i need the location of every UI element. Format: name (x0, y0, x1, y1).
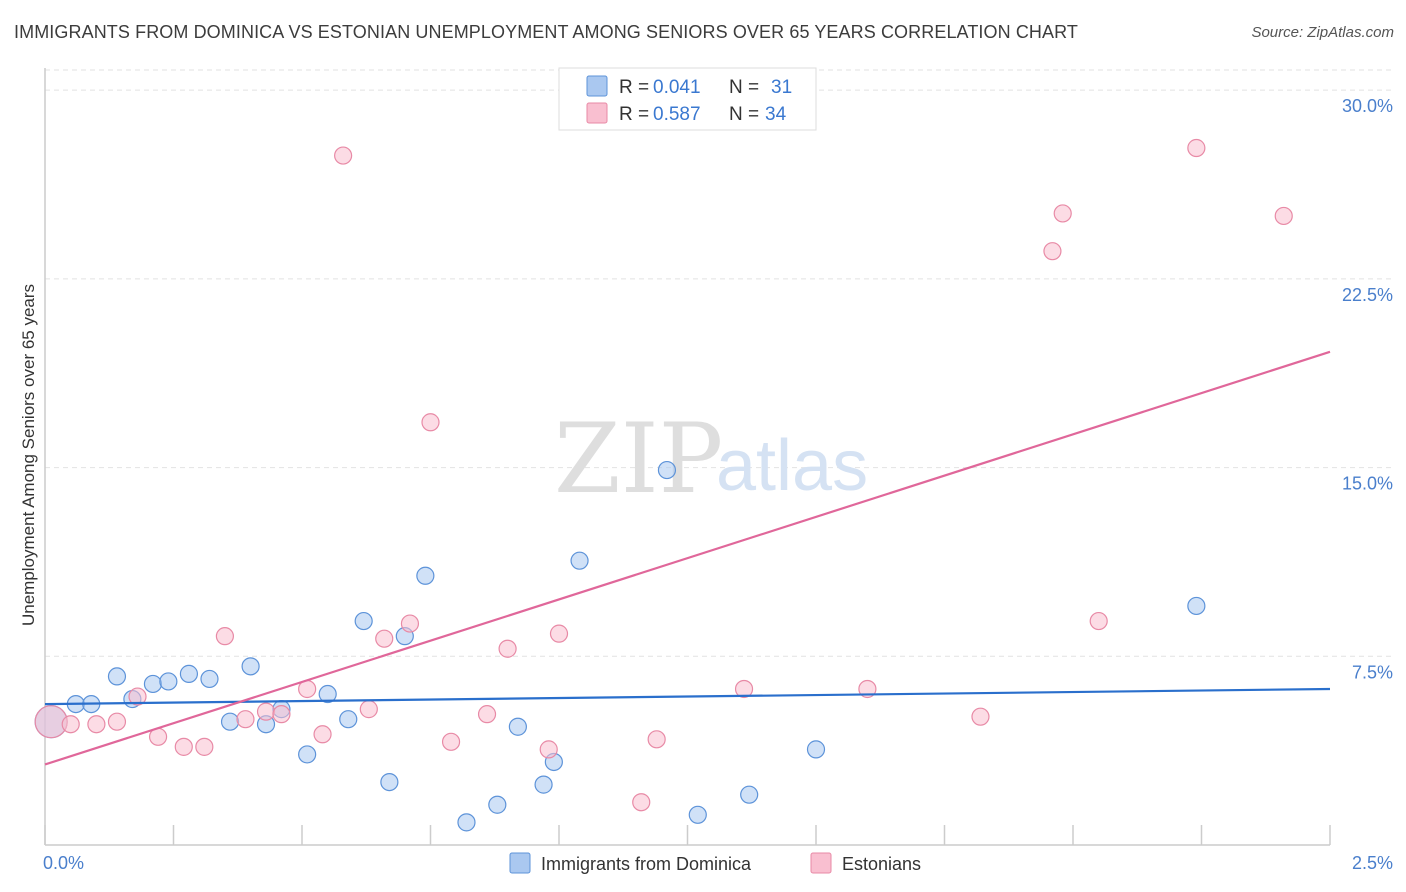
y-tick-label-2: 22.5% (1342, 285, 1393, 305)
watermark: ZIP atlas (554, 403, 868, 515)
y-tick-label-1: 15.0% (1342, 474, 1393, 494)
point-estonians-9 (236, 710, 255, 729)
point-estonians-28 (971, 707, 990, 726)
point-estonians-16 (375, 629, 394, 648)
point-estonians-3 (107, 712, 127, 731)
point-estonians-11 (272, 705, 291, 724)
legend-n-label-estonians: N = (729, 104, 759, 125)
point-dominica-9 (220, 712, 240, 731)
legend-r-label-dominica: R = (619, 77, 649, 98)
point-dominica-25 (570, 551, 589, 570)
point-estonians-20 (477, 705, 497, 724)
point-estonians-30 (1053, 204, 1072, 223)
point-dominica-20 (457, 813, 476, 832)
point-estonians-25 (647, 730, 666, 749)
point-estonians-8 (215, 627, 234, 646)
point-estonians-27 (858, 679, 877, 699)
point-dominica-30 (1187, 596, 1206, 616)
point-estonians-7 (195, 737, 214, 756)
point-estonians-17 (400, 614, 420, 633)
x-tick-label-1: 2.5% (1352, 853, 1393, 873)
legend-r-value-dominica: 0.041 (653, 77, 701, 98)
point-estonians-1 (61, 715, 80, 734)
legend-swatch-dominica (586, 75, 608, 97)
legend-n-label-dominica: N = (729, 77, 759, 98)
correlation-legend: R = 0.041 N = 31 R = 0.587 N = 34 (558, 67, 817, 131)
point-dominica-28 (740, 785, 759, 804)
point-estonians-21 (498, 639, 517, 658)
trend-lines (44, 350, 1331, 766)
point-estonians-22 (539, 740, 558, 759)
legend-n-value-estonians: 34 (765, 104, 787, 125)
legend-swatch-estonians (586, 102, 608, 124)
bottom-legend-swatch-dominica (509, 852, 531, 874)
point-dominica-10 (241, 657, 260, 676)
watermark-atlas: atlas (716, 426, 868, 506)
point-dominica-8 (200, 669, 219, 689)
point-estonians-19 (441, 732, 461, 751)
trend-line-estonians (44, 350, 1331, 766)
point-estonians-10 (256, 702, 276, 721)
point-dominica-27 (688, 805, 707, 824)
point-dominica-15 (339, 710, 358, 729)
y-tick-label-0: 7.5% (1352, 662, 1393, 682)
bottom-legend-label-dominica: Immigrants from Dominica (541, 854, 752, 874)
point-estonians-18 (421, 413, 440, 432)
y-tick-label-3: 30.0% (1342, 96, 1393, 116)
legend-n-value-dominica: 31 (771, 77, 792, 98)
point-estonians-2 (87, 715, 106, 734)
y-tick-labels: 7.5% 15.0% 22.5% 30.0% (1342, 96, 1393, 682)
point-dominica-17 (380, 772, 399, 792)
legend-r-label-estonians: R = (619, 104, 649, 125)
point-estonians-26 (734, 679, 754, 699)
point-dominica-22 (508, 717, 527, 736)
point-dominica-5 (143, 674, 163, 694)
point-dominica-13 (298, 745, 317, 764)
point-estonians-29 (1043, 242, 1062, 261)
source-credit: Source: ZipAtlas.com (1251, 24, 1394, 41)
chart-title: IMMIGRANTS FROM DOMINICA VS ESTONIAN UNE… (14, 22, 1079, 42)
bottom-legend-label-estonians: Estonians (842, 854, 921, 874)
point-estonians-4 (128, 687, 147, 706)
y-axis-label: Unemployment Among Seniors over 65 years (19, 284, 38, 626)
series-legend: Immigrants from Dominica Estonians (509, 852, 921, 874)
gridlines (45, 69, 1392, 657)
x-tick-labels: 0.0% 2.5% (43, 853, 1393, 873)
point-estonians-13 (313, 725, 332, 744)
bottom-legend-swatch-estonians (810, 852, 832, 874)
point-estonians-23 (549, 624, 569, 643)
point-dominica-6 (159, 672, 178, 691)
point-dominica-16 (354, 611, 373, 631)
trend-line-dominica (44, 687, 1331, 706)
point-estonians-32 (1187, 138, 1206, 158)
x-tick-label-0: 0.0% (43, 853, 84, 873)
point-estonians-31 (1089, 611, 1108, 631)
point-dominica-3 (107, 667, 127, 686)
point-dominica-29 (806, 740, 826, 759)
point-dominica-21 (488, 795, 507, 814)
point-dominica-23 (534, 775, 553, 794)
legend-r-value-estonians: 0.587 (653, 104, 701, 125)
point-dominica-14 (318, 684, 337, 704)
point-estonians-24 (632, 793, 651, 812)
point-dominica-19 (416, 566, 435, 585)
point-dominica-26 (657, 460, 677, 480)
point-estonians-33 (1274, 206, 1293, 226)
point-dominica-7 (179, 664, 199, 683)
watermark-zip: ZIP (554, 403, 723, 515)
point-estonians-15 (359, 700, 378, 719)
point-estonians-6 (174, 737, 193, 756)
point-estonians-14 (334, 146, 353, 165)
